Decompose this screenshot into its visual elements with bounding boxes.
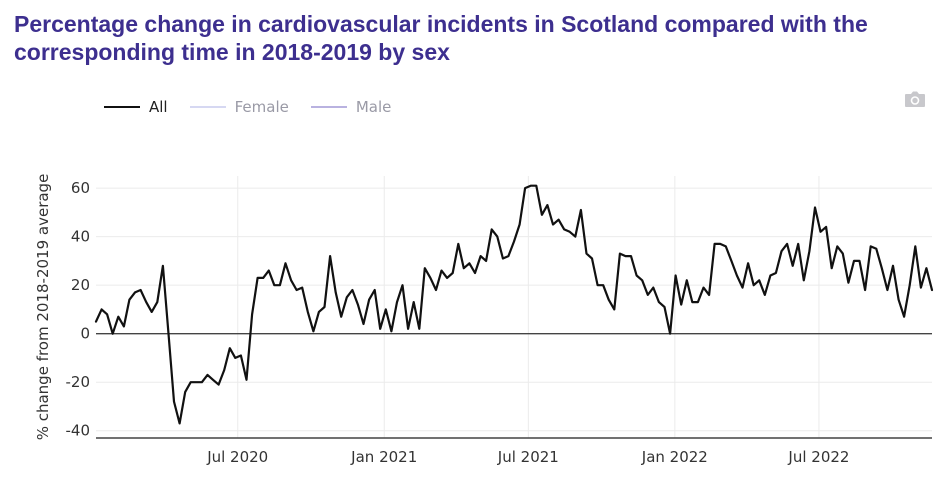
x-tick-label: Jan 2021	[350, 448, 417, 466]
y-tick-label: -40	[66, 422, 91, 440]
x-tick-label: Jul 2022	[787, 448, 849, 466]
legend: All Female Male	[104, 97, 413, 117]
y-tick-label: 20	[71, 276, 90, 294]
legend-swatch-male	[310, 106, 347, 108]
legend-swatch-all	[104, 106, 140, 108]
legend-swatch-female	[189, 106, 226, 108]
legend-label-all: All	[149, 98, 168, 116]
legend-label-male: Male	[355, 98, 392, 116]
y-tick-label: 40	[71, 228, 90, 246]
legend-item-male[interactable]: Male	[310, 98, 392, 116]
series-line-all	[94, 184, 934, 425]
y-tick-label: 60	[71, 179, 90, 197]
x-tick-label: Jul 2020	[206, 448, 268, 466]
x-tick-label: Jan 2022	[641, 448, 708, 466]
y-tick-label: -20	[66, 373, 91, 391]
chart-title: Percentage change in cardiovascular inci…	[14, 11, 868, 65]
legend-item-female[interactable]: Female	[189, 98, 289, 116]
legend-item-all[interactable]: All	[104, 98, 168, 116]
y-tick-label: 0	[80, 325, 90, 343]
camera-icon[interactable]	[904, 90, 926, 108]
legend-label-female: Female	[234, 98, 289, 116]
x-tick-label: Jul 2021	[497, 448, 559, 466]
